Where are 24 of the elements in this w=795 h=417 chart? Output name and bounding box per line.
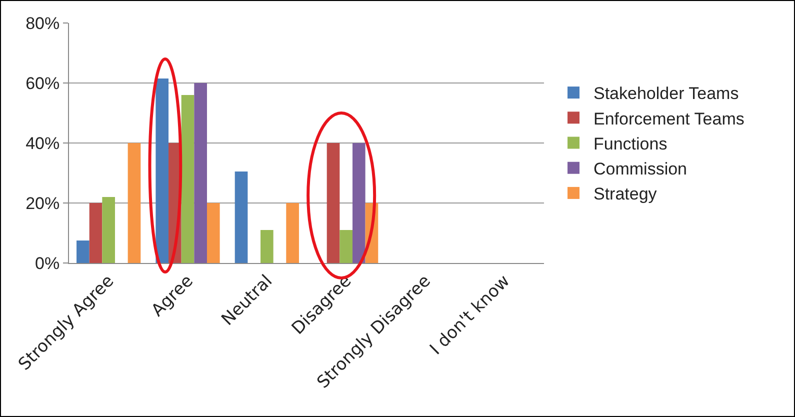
bar — [156, 78, 169, 263]
bar — [260, 230, 274, 263]
bar — [326, 143, 340, 263]
legend-label: Commission — [594, 159, 688, 178]
bar — [76, 240, 90, 263]
bar — [234, 172, 248, 263]
bar — [206, 203, 220, 263]
legend-label: Functions — [594, 134, 668, 154]
y-tick-label: 80% — [26, 14, 60, 33]
y-tick-label: 0% — [35, 254, 60, 273]
y-tick-label: 40% — [26, 134, 60, 153]
bar — [286, 203, 299, 263]
bar — [89, 203, 102, 263]
bar — [352, 143, 366, 263]
y-tick-label: 60% — [26, 74, 60, 93]
legend-label: Stakeholder Teams — [594, 84, 739, 104]
bar — [181, 95, 194, 263]
legend-label: Enforcement Teams — [594, 109, 744, 128]
y-tick-label: 20% — [26, 194, 60, 213]
bar — [340, 230, 352, 263]
bar — [128, 143, 141, 263]
bar — [102, 197, 115, 263]
bar — [194, 83, 207, 263]
legend-label: Strategy — [594, 184, 658, 204]
